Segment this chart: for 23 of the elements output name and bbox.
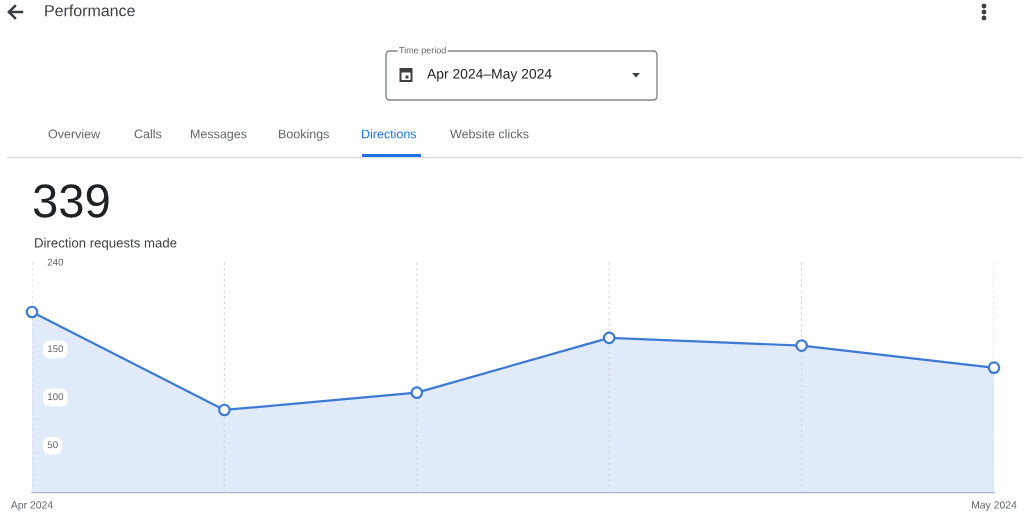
- text: Bookings: [279, 129, 329, 141]
- point: [795, 339, 808, 352]
- text: 339: [33, 184, 109, 218]
- x-tick-label: May 2024: [971, 501, 1017, 511]
- point: [410, 386, 424, 399]
- text: Website clicks: [450, 129, 529, 139]
- y-tick-label: 100: [48, 393, 64, 401]
- chart-title: Performance: [45, 4, 135, 17]
- text: Time period: [399, 46, 446, 56]
- text: Direction requests made: [35, 237, 177, 251]
- x-tick-label: Apr 2024: [10, 501, 53, 511]
- text: Messages: [191, 129, 247, 141]
- text: Directions: [362, 129, 417, 139]
- point: [987, 361, 1001, 375]
- y-tick-label: 50: [47, 441, 58, 449]
- text: Overview: [48, 129, 101, 139]
- y-tick-label: 240: [47, 258, 64, 266]
- point: [218, 403, 231, 417]
- text: Apr 2024–May 2024: [427, 68, 552, 82]
- point: [25, 305, 39, 319]
- text: Calls: [134, 129, 162, 139]
- point: [602, 331, 616, 345]
- y-tick-label: 150: [48, 345, 64, 353]
